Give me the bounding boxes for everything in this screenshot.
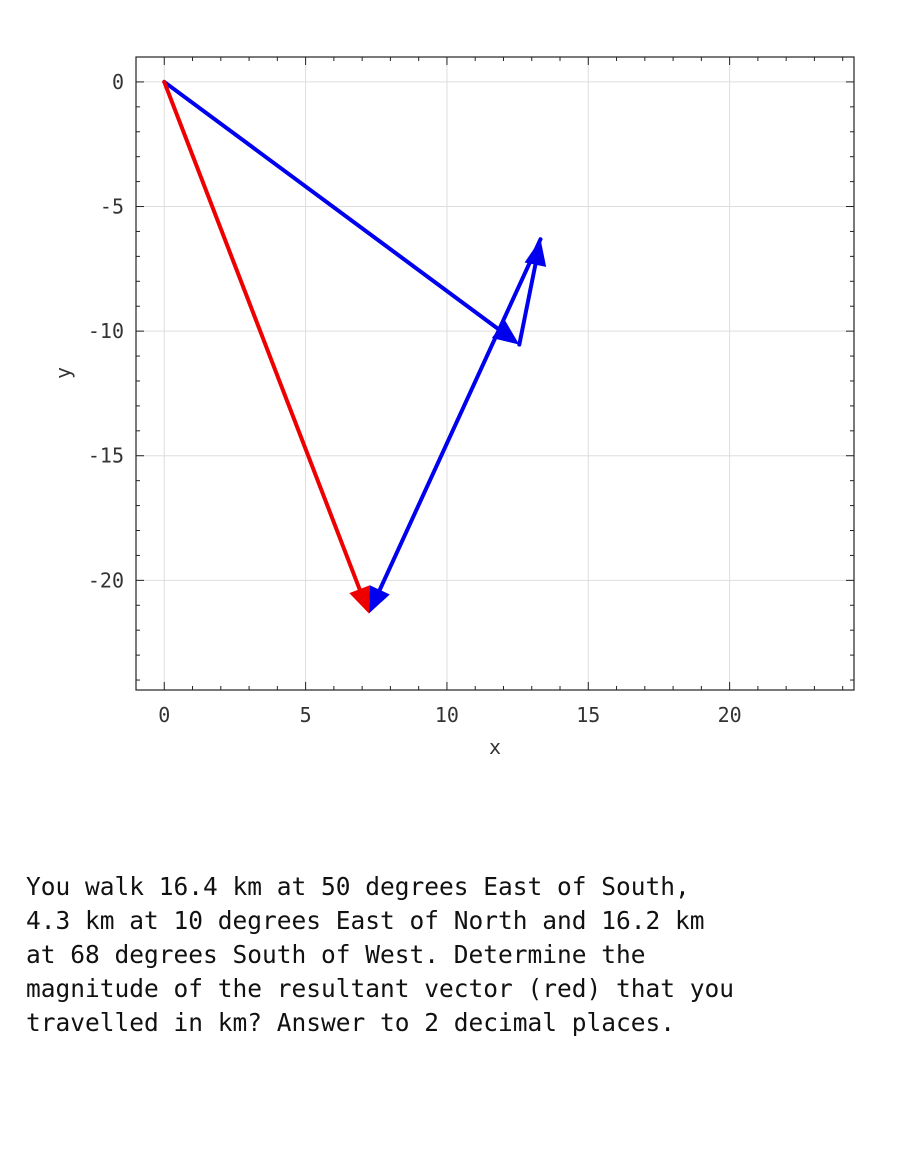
axis-ticks <box>135 57 854 690</box>
y-axis-label: y <box>51 367 75 379</box>
vector-arrowhead <box>368 585 390 614</box>
x-tick-label: 15 <box>576 703 600 727</box>
vector-chart: 0 5 10 15 20 0 -5 -10 -15 -20 x y <box>51 56 855 759</box>
vector-shaft <box>376 237 543 596</box>
vector-shaft <box>162 79 504 334</box>
grid-lines <box>136 57 854 690</box>
component-vector <box>368 237 543 614</box>
vector-arrowhead <box>349 585 370 614</box>
vectors <box>162 79 547 614</box>
x-axis-label: x <box>489 735 501 759</box>
x-tick-labels: 0 5 10 15 20 <box>158 703 741 727</box>
y-tick-labels: 0 -5 -10 -15 -20 <box>88 70 124 592</box>
vector-shaft <box>162 79 364 595</box>
question-text: You walk 16.4 km at 50 degrees East of S… <box>26 872 735 1037</box>
y-tick-label: -20 <box>88 568 124 592</box>
y-tick-label: -10 <box>88 319 124 343</box>
resultant-vector <box>162 79 370 614</box>
y-tick-label: -15 <box>88 444 124 468</box>
x-tick-label: 20 <box>718 703 742 727</box>
vector-shaft <box>517 258 539 347</box>
y-tick-label: 0 <box>112 70 124 94</box>
vector-arrowhead <box>491 320 520 345</box>
component-vector <box>162 79 520 345</box>
y-tick-label: -5 <box>100 195 124 219</box>
x-tick-label: 5 <box>300 703 312 727</box>
plot-frame <box>135 56 855 691</box>
x-tick-label: 0 <box>158 703 170 727</box>
x-tick-label: 10 <box>435 703 459 727</box>
